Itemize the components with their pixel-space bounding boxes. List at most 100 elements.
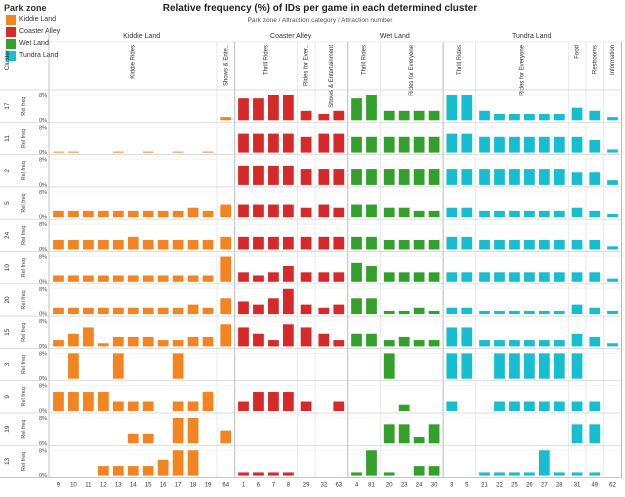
bar-17-30 xyxy=(428,110,440,121)
bar-24-29 xyxy=(300,236,312,250)
attraction-label-62: 62 xyxy=(609,483,616,489)
bar-10-19 xyxy=(202,275,214,282)
bar-15-28 xyxy=(553,340,565,347)
bar-20-8 xyxy=(282,288,294,315)
bar-3-25 xyxy=(509,353,520,379)
bar-5-29 xyxy=(300,207,312,218)
bar-10-23 xyxy=(398,272,410,282)
bar-24-15 xyxy=(142,240,154,250)
bar-11-3 xyxy=(446,133,458,153)
rel-freq-label: Rel freq xyxy=(21,387,27,406)
bar-9-14 xyxy=(127,401,139,411)
cluster-header: Cluster xyxy=(4,49,11,70)
bar-11-7 xyxy=(268,133,279,153)
legend-item-wet-land[interactable]: Wet Land xyxy=(6,38,49,49)
bar-10-20 xyxy=(383,272,395,282)
bar-5-22 xyxy=(494,210,505,218)
bar-9-31 xyxy=(571,401,583,411)
bar-19-64 xyxy=(220,430,232,444)
bar-20-24 xyxy=(413,307,425,315)
bar-24-4 xyxy=(351,236,362,250)
bar-10-31 xyxy=(571,272,583,282)
attraction-label-25: 25 xyxy=(511,483,518,489)
bar-24-49 xyxy=(589,240,601,250)
bar-13-6 xyxy=(253,472,264,476)
legend-item-kiddie-land[interactable]: Kiddie Land xyxy=(6,14,56,25)
bar-24-81 xyxy=(366,236,377,250)
legend-label-tundra-land: Tundra Land xyxy=(19,52,59,59)
bar-20-23 xyxy=(398,310,410,315)
bar-24-13 xyxy=(112,240,124,250)
bar-17-21 xyxy=(479,110,490,121)
bar-3-13 xyxy=(112,353,124,379)
attraction-label-64: 64 xyxy=(222,483,229,489)
bar-20-4 xyxy=(351,298,362,315)
bar-20-12 xyxy=(97,307,109,315)
bar-5-63 xyxy=(333,207,345,218)
bar-3-3 xyxy=(446,353,458,379)
bar-24-28 xyxy=(553,240,565,250)
bar-17-81 xyxy=(366,95,377,121)
category-header-kiddie-land-shows-ente: Shows & Ente.. xyxy=(223,45,229,86)
bar-2-62 xyxy=(607,180,618,185)
bar-9-18 xyxy=(187,401,199,411)
legend-swatch-wet-land xyxy=(6,38,16,49)
bar-20-5 xyxy=(461,307,473,315)
bar-11-4 xyxy=(351,136,362,153)
bar-17-28 xyxy=(553,113,565,121)
bar-24-3 xyxy=(446,236,458,250)
bar-17-7 xyxy=(268,95,279,121)
rel-freq-label: Rel freq xyxy=(21,355,27,374)
bar-5-16 xyxy=(157,210,169,218)
bar-24-1 xyxy=(238,236,249,250)
bar-2-26 xyxy=(524,169,535,185)
bar-20-15 xyxy=(142,307,154,315)
bar-2-81 xyxy=(366,169,377,185)
bar-15-21 xyxy=(479,340,490,347)
bar-15-49 xyxy=(589,336,601,347)
y-tick-label: 8% xyxy=(39,416,47,422)
y-tick-label: 0% xyxy=(39,279,47,285)
attraction-label-11: 11 xyxy=(85,483,92,489)
bar-15-25 xyxy=(509,340,520,347)
bar-20-27 xyxy=(538,310,550,315)
bar-19-30 xyxy=(428,424,440,444)
bar-10-13 xyxy=(112,275,124,282)
bar-15-8 xyxy=(282,324,294,347)
bar-3-10 xyxy=(68,353,79,379)
bar-5-31 xyxy=(571,207,583,218)
attraction-label-27: 27 xyxy=(541,483,548,489)
bar-24-62 xyxy=(607,246,618,250)
bar-10-5 xyxy=(461,272,473,282)
bar-24-21 xyxy=(479,240,490,250)
bar-17-1 xyxy=(238,98,249,121)
legend-item-coaster-alley[interactable]: Coaster Alley xyxy=(6,26,60,37)
cluster-label-13: 13 xyxy=(4,457,11,465)
attraction-label-20: 20 xyxy=(386,483,393,489)
category-header-wet-land-thrill-rides: Thrill Rides xyxy=(362,45,368,75)
bar-15-18 xyxy=(187,336,199,347)
bar-11-32 xyxy=(318,133,330,153)
bar-9-9 xyxy=(53,392,64,411)
bar-17-23 xyxy=(398,110,410,121)
bar-5-64 xyxy=(220,204,232,218)
cluster-label-19: 19 xyxy=(4,425,11,433)
bar-24-19 xyxy=(202,240,214,250)
category-header-coaster-alley-thrill-rides: Thrill Rides xyxy=(263,45,269,75)
bar-2-27 xyxy=(538,169,550,185)
bar-15-32 xyxy=(318,333,330,347)
bar-24-11 xyxy=(83,240,94,250)
bar-20-26 xyxy=(524,310,535,315)
bar-17-6 xyxy=(253,98,264,121)
attraction-label-81: 81 xyxy=(368,483,375,489)
cluster-label-11: 11 xyxy=(4,135,11,142)
legend-item-tundra-land[interactable]: Tundra Land xyxy=(6,50,58,61)
y-tick-label: 0% xyxy=(39,473,47,479)
bar-9-3 xyxy=(446,401,458,411)
bar-3-27 xyxy=(538,353,550,379)
bar-10-62 xyxy=(607,278,618,282)
bar-11-62 xyxy=(607,149,618,153)
y-tick-label: 0% xyxy=(39,215,47,221)
bar-10-16 xyxy=(157,275,169,282)
bar-3-28 xyxy=(553,353,565,379)
